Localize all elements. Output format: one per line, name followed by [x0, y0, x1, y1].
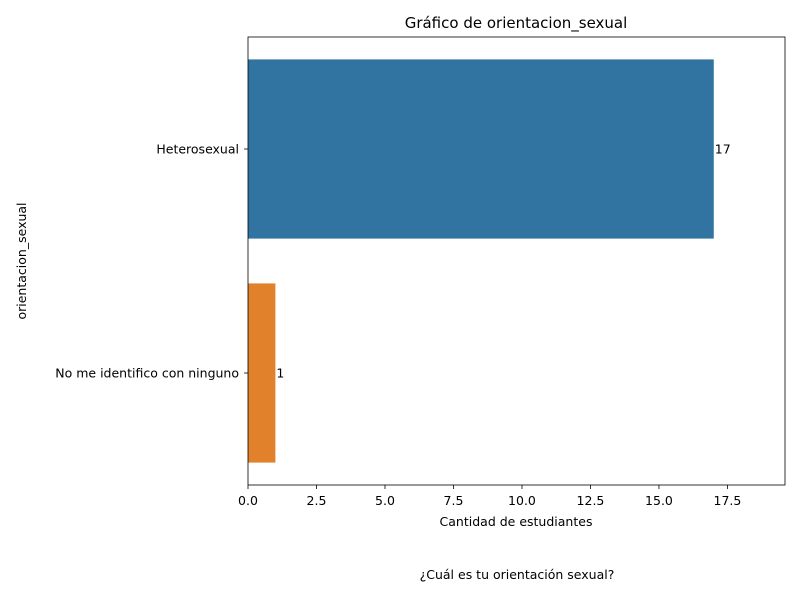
x-tick-label-6: 12.5 [577, 493, 605, 508]
y-tick-label-1: Heterosexual [156, 142, 239, 157]
bar-2 [248, 283, 276, 463]
x-tick-label-1: 0.0 [238, 493, 258, 508]
bars-layer: 17 1 [248, 59, 731, 463]
x-tick-label-8: 17.5 [714, 493, 742, 508]
ticks-layer: Heterosexual No me identifico con ninguno… [55, 142, 741, 509]
chart-caption: ¿Cuál es tu orientación sexual? [420, 567, 615, 582]
x-axis-label: Cantidad de estudiantes [440, 514, 593, 529]
x-tick-label-3: 5.0 [375, 493, 395, 508]
x-tick-label-4: 7.5 [444, 493, 464, 508]
x-tick-label-5: 10.0 [508, 493, 536, 508]
y-axis-label: orientacion_sexual [14, 202, 29, 319]
bar-1 [248, 59, 714, 239]
data-label-1: 17 [715, 142, 731, 157]
plot-frame [247, 36, 786, 486]
x-tick-label-7: 15.0 [645, 493, 673, 508]
y-tick-label-2: No me identifico con ninguno [55, 366, 239, 381]
chart-title: Gráfico de orientacion_sexual [405, 14, 628, 33]
x-tick-label-2: 2.5 [307, 493, 327, 508]
data-label-2: 1 [276, 366, 284, 381]
